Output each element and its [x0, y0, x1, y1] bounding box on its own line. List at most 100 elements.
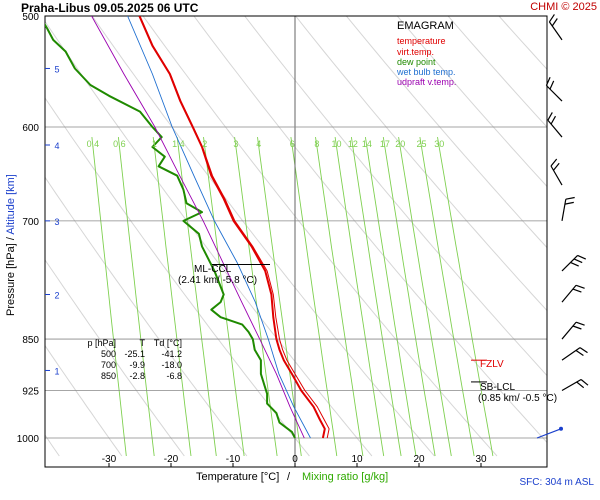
- table-header-td: Td [°C]: [153, 338, 182, 348]
- sfc-label: SFC: 304 m ASL: [519, 477, 594, 488]
- dry-adiabat: [45, 97, 310, 457]
- temperature-tick-label: -10: [226, 454, 241, 465]
- y-axis-label: Pressure [hPa] / Altitude [km]: [5, 174, 17, 316]
- dry-adiabat: [527, 0, 600, 456]
- series-dew-point: [45, 22, 296, 439]
- mixing-ratio-line: [334, 137, 385, 457]
- temperature-tick-label: 30: [475, 454, 487, 465]
- table-cell: -9.9: [129, 360, 145, 370]
- plot-frame: [44, 15, 548, 468]
- dry-adiabat: [345, 16, 547, 249]
- legend-dew-point: dew point: [397, 57, 436, 67]
- dry-adiabat: [447, 16, 547, 128]
- table-cell: 850: [100, 371, 116, 381]
- pressure-tick-label: 1000: [17, 434, 40, 445]
- wind-barb: [545, 85, 563, 102]
- mixing-ratio-label: 3: [233, 139, 238, 149]
- wind-barb-feather: [553, 162, 560, 171]
- wind-barb-feather: [545, 77, 551, 86]
- wind-barb-feather: [579, 347, 588, 354]
- mixing-ratio-line: [117, 137, 155, 457]
- altitude-tick-label: 3: [54, 217, 59, 227]
- wind-barb: [561, 321, 577, 340]
- dry-adiabat: [91, 16, 435, 457]
- copyright-label: CHMI © 2025: [530, 1, 597, 13]
- dry-adiabat: [578, 0, 600, 456]
- dry-adiabat: [45, 259, 185, 457]
- mixing-ratio-line: [364, 137, 417, 457]
- wind-barb-feather: [577, 254, 587, 260]
- temperature-tick-label: -30: [102, 454, 117, 465]
- wind-barb: [561, 284, 577, 303]
- legend-title: EMAGRAM: [397, 20, 454, 32]
- mixing-ratio-label: 12: [348, 139, 358, 149]
- dry-adiabat: [45, 176, 248, 457]
- altitude-tick-label: 1: [54, 366, 59, 376]
- temperature-tick-label: 10: [351, 454, 363, 465]
- table-row: 850 -2.8 -6.8: [82, 371, 182, 382]
- y-axis-label-altitude: Altitude [km]: [5, 174, 17, 235]
- legend-wet-bulb: wet bulb temp.: [397, 67, 456, 77]
- pressure-tick-label: 925: [22, 387, 39, 398]
- mixing-ratio-label: 4: [256, 139, 261, 149]
- x-axis-label-mixing: Mixing ratio [g/kg]: [302, 471, 389, 483]
- table-cell: -2.8: [129, 371, 145, 381]
- dry-adiabat: [45, 20, 373, 457]
- wind-barb: [561, 199, 567, 221]
- mixing-ratio-label: 14: [362, 139, 372, 149]
- wind-barb: [550, 165, 563, 186]
- mixing-ratio-label: 25: [416, 139, 426, 149]
- mixing-ratio-line: [315, 137, 364, 457]
- altitude-tick-label: 4: [54, 141, 59, 151]
- mixing-ratio-label: 20: [395, 139, 405, 149]
- wind-barb: [561, 254, 579, 272]
- mixing-ratio-line: [382, 137, 436, 457]
- pressure-tick-label: 700: [22, 217, 39, 228]
- legend-virt-temp: virt.temp.: [397, 47, 435, 57]
- wind-barb-feather: [572, 325, 582, 330]
- dry-adiabat: [45, 344, 123, 457]
- wind-barb-feather: [570, 261, 579, 267]
- pressure-tick-label: 850: [22, 335, 39, 346]
- pressure-tick-label: 600: [22, 123, 39, 134]
- legend-temperature: temperature: [397, 36, 446, 46]
- table-cell: -18.0: [161, 360, 182, 370]
- mixing-ratio-line: [176, 137, 217, 457]
- wind-barb-feather: [575, 284, 585, 289]
- mixing-ratio-label: 1.4: [172, 139, 185, 149]
- series-temperature: [138, 16, 326, 439]
- series-virt-temp: [139, 16, 330, 439]
- y-axis-label-separator: /: [5, 237, 17, 241]
- wind-barb-feather: [550, 115, 557, 125]
- mixing-ratio-label: 0.4: [87, 139, 100, 149]
- altitude-tick-label: 2: [54, 290, 59, 300]
- wind-barb-feather: [573, 258, 583, 264]
- wind-barb-feather: [575, 321, 585, 326]
- wind-barb-feather: [548, 14, 555, 23]
- dry-adiabat: [294, 16, 547, 312]
- x-axis-label: Temperature [°C]: [196, 471, 280, 483]
- mixing-ratio-line: [91, 137, 127, 457]
- dry-adiabat: [142, 16, 498, 457]
- mixing-ratio-line: [437, 137, 494, 457]
- wind-barb-feather: [565, 196, 575, 200]
- table-cell: -25.1: [124, 349, 145, 359]
- mixing-ratio-line: [234, 137, 278, 457]
- wind-barb-feather: [575, 349, 584, 356]
- sounding-table: p [hPa] T Td [°C] 500 -25.1 -41.2 700 -9.9 -18…: [82, 338, 182, 382]
- wind-barb-feather: [547, 112, 553, 121]
- mixing-ratio-label: 6: [290, 139, 295, 149]
- table-row: 500 -25.1 -41.2: [82, 349, 182, 360]
- wind-barb: [561, 378, 582, 392]
- mixing-ratio-line: [203, 137, 245, 457]
- surface-wind-barb: [536, 428, 562, 439]
- wind-barb-feather: [576, 381, 585, 389]
- dry-adiabat: [396, 16, 547, 188]
- dry-adiabat: [193, 16, 547, 444]
- mixing-ratio-label: 1: [152, 139, 157, 149]
- wind-barb-feather: [551, 18, 558, 27]
- series-wet-bulb-temp: [127, 16, 311, 439]
- mixing-ratio-label: 10: [331, 139, 341, 149]
- table-cell: -41.2: [161, 349, 182, 359]
